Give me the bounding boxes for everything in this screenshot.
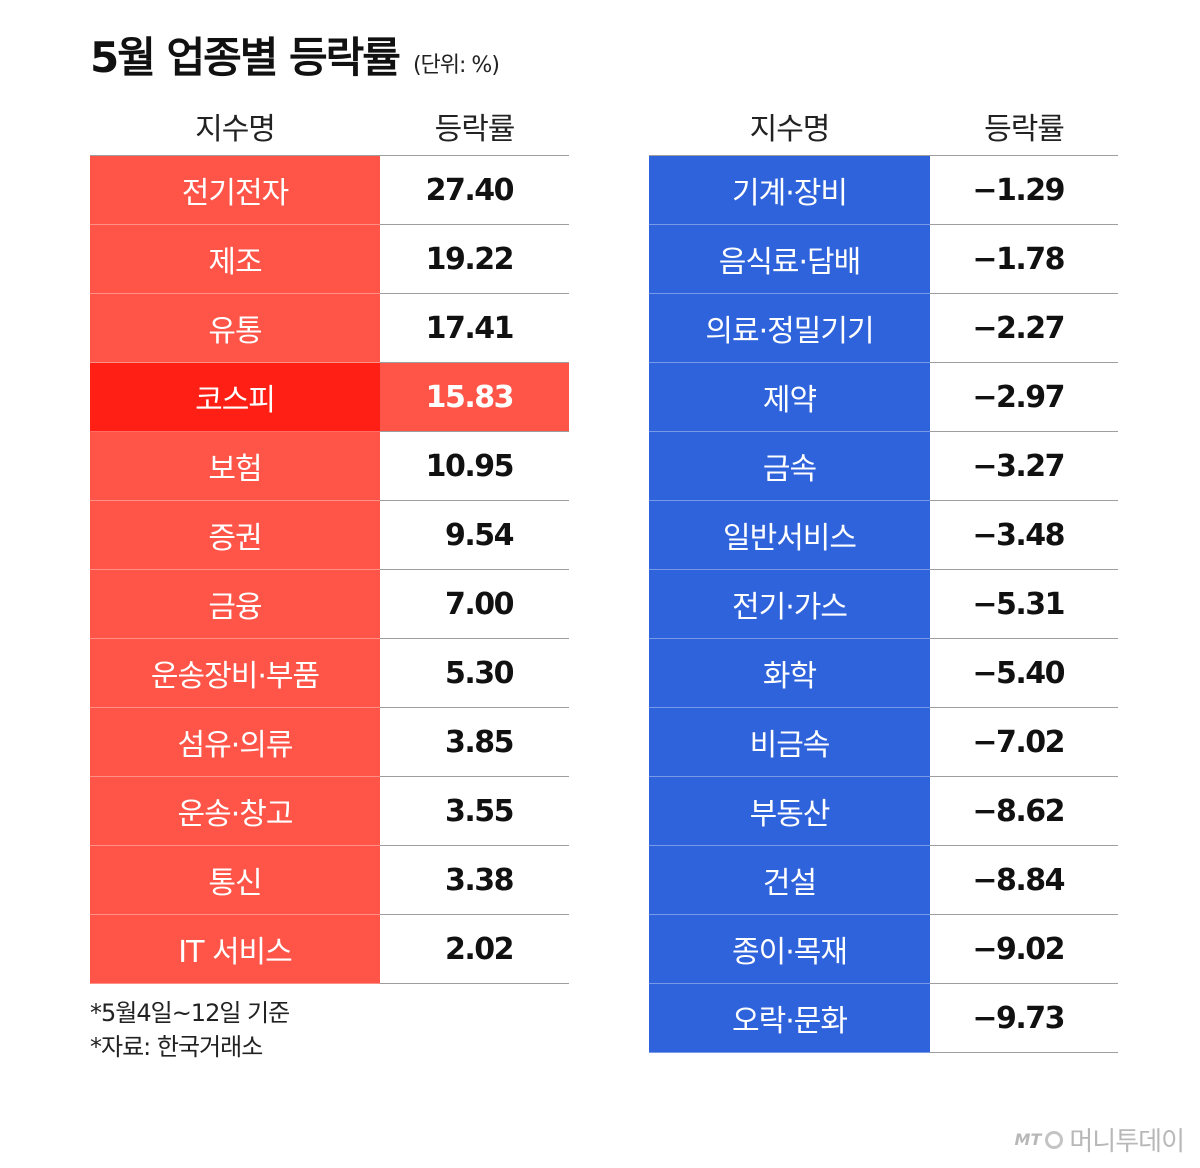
loser-sector-name: 일반서비스 — [649, 501, 930, 570]
loser-sector-name: 전기·가스 — [649, 570, 930, 639]
gainer-change-value: 17.41 — [425, 310, 515, 346]
loser-change-value: −8.62 — [972, 793, 1065, 829]
gainers-table: 지수명 등락률 전기전자 27.40 제조 19.22 유통 17.41 코스피 15.83 보… — [90, 96, 569, 984]
loser-sector-name: 화학 — [649, 639, 930, 708]
gainer-sector-name: 유통 — [90, 294, 380, 363]
loser-table-row: 전기·가스 −5.31 — [649, 570, 1118, 639]
losers-table: 지수명 등락률 기계·장비 −1.29 음식료·담배 −1.78 의료·정밀기기 −2.2… — [649, 96, 1118, 1053]
gainer-table-row: 섬유·의류 3.85 — [90, 708, 569, 777]
loser-table-row: 종이·목재 −9.02 — [649, 915, 1118, 984]
loser-change-value: −5.40 — [972, 655, 1065, 691]
loser-change-value: −1.29 — [972, 172, 1065, 208]
gainer-table-row: 운송장비·부품 5.30 — [90, 639, 569, 708]
loser-sector-name: 제약 — [649, 363, 930, 432]
table-header: 지수명 등락률 — [649, 96, 1118, 156]
loser-sector-name: 금속 — [649, 432, 930, 501]
loser-sector-name: 종이·목재 — [649, 915, 930, 984]
loser-table-row: 기계·장비 −1.29 — [649, 156, 1118, 225]
gainer-sector-name: 통신 — [90, 846, 380, 915]
gainer-change-value: 10.95 — [425, 448, 515, 484]
loser-change-value: −3.27 — [972, 448, 1065, 484]
losers-rows: 기계·장비 −1.29 음식료·담배 −1.78 의료·정밀기기 −2.27 제약 −2.97… — [649, 156, 1118, 1053]
column-header-name: 지수명 — [195, 111, 276, 147]
gainer-sector-name: 증권 — [90, 501, 380, 570]
column-header-name: 지수명 — [749, 111, 831, 147]
loser-table-row: 오락·문화 −9.73 — [649, 984, 1118, 1053]
loser-table-row: 건설 −8.84 — [649, 846, 1118, 915]
loser-sector-name: 비금속 — [649, 708, 930, 777]
gainer-sector-name: 전기전자 — [90, 156, 380, 225]
loser-change-value: −9.73 — [972, 1000, 1065, 1036]
gainer-change-value: 5.30 — [444, 655, 515, 691]
gainer-change-value: 3.38 — [444, 862, 515, 898]
gainer-change-value: 3.85 — [444, 724, 515, 760]
gainer-sector-name: 제조 — [90, 225, 380, 294]
footnote-source: *자료: 한국거래소 — [90, 1033, 263, 1061]
gainer-table-row: 통신 3.38 — [90, 846, 569, 915]
gainer-change-value: 2.02 — [444, 931, 515, 967]
loser-change-value: −7.02 — [972, 724, 1065, 760]
chart-title-group: 5월 업종별 등락률 (단위: %) — [90, 24, 500, 85]
gainer-table-row: 제조 19.22 — [90, 225, 569, 294]
gainer-table-row: 증권 9.54 — [90, 501, 569, 570]
gainer-table-row: IT 서비스 2.02 — [90, 915, 569, 984]
loser-change-value: −8.84 — [972, 862, 1065, 898]
gainer-table-row: 금융 7.00 — [90, 570, 569, 639]
gainer-sector-name: IT 서비스 — [90, 915, 380, 984]
brand-mt-text: MT — [1014, 1130, 1042, 1149]
brand-name: 머니투데이 — [1069, 1127, 1185, 1157]
loser-table-row: 일반서비스 −3.48 — [649, 501, 1118, 570]
unit-label: (단위: %) — [412, 53, 500, 78]
loser-table-row: 화학 −5.40 — [649, 639, 1118, 708]
gainer-change-value: 27.40 — [425, 172, 515, 208]
loser-change-value: −2.27 — [972, 310, 1065, 346]
loser-table-row: 제약 −2.97 — [649, 363, 1118, 432]
loser-sector-name: 부동산 — [649, 777, 930, 846]
gainer-sector-name: 보험 — [90, 432, 380, 501]
gainer-sector-name: 금융 — [90, 570, 380, 639]
loser-table-row: 부동산 −8.62 — [649, 777, 1118, 846]
brand-logo: MT 머니투데이 — [1014, 1121, 1185, 1158]
loser-table-row: 의료·정밀기기 −2.27 — [649, 294, 1118, 363]
gainer-change-value: 9.54 — [444, 517, 515, 553]
gainer-change-value: 19.22 — [425, 241, 515, 277]
column-header-change: 등락률 — [434, 111, 516, 147]
loser-change-value: −1.78 — [972, 241, 1065, 277]
loser-change-value: −5.31 — [972, 586, 1065, 622]
loser-sector-name: 기계·장비 — [649, 156, 930, 225]
loser-table-row: 금속 −3.27 — [649, 432, 1118, 501]
gainer-change-value: 3.55 — [444, 793, 515, 829]
column-header-change: 등락률 — [984, 111, 1065, 147]
gainer-change-value: 15.83 — [380, 363, 569, 431]
gainer-sector-name: 섬유·의류 — [90, 708, 380, 777]
gainer-table-row: 전기전자 27.40 — [90, 156, 569, 225]
loser-sector-name: 음식료·담배 — [649, 225, 930, 294]
gainer-sector-name: 운송·창고 — [90, 777, 380, 846]
gainer-table-row: 유통 17.41 — [90, 294, 569, 363]
gainer-table-row: 코스피 15.83 — [90, 363, 569, 432]
footnote-period: *5월4일~12일 기준 — [90, 999, 290, 1027]
gainer-sector-name: 운송장비·부품 — [90, 639, 380, 708]
loser-change-value: −3.48 — [972, 517, 1065, 553]
gainers-rows: 전기전자 27.40 제조 19.22 유통 17.41 코스피 15.83 보험 10.95 증권… — [90, 156, 569, 984]
brand-circle-icon — [1045, 1130, 1064, 1149]
footnotes: *5월4일~12일 기준 *자료: 한국거래소 — [90, 996, 290, 1064]
loser-sector-name: 오락·문화 — [649, 984, 930, 1053]
gainer-table-row: 보험 10.95 — [90, 432, 569, 501]
loser-sector-name: 의료·정밀기기 — [649, 294, 930, 363]
gainer-change-value: 7.00 — [444, 586, 515, 622]
loser-sector-name: 건설 — [649, 846, 930, 915]
gainer-sector-name: 코스피 — [90, 363, 380, 432]
table-header: 지수명 등락률 — [90, 96, 569, 156]
loser-table-row: 비금속 −7.02 — [649, 708, 1118, 777]
gainer-table-row: 운송·창고 3.55 — [90, 777, 569, 846]
loser-change-value: −2.97 — [972, 379, 1065, 415]
loser-table-row: 음식료·담배 −1.78 — [649, 225, 1118, 294]
loser-change-value: −9.02 — [972, 931, 1065, 967]
chart-title: 5월 업종별 등락률 — [90, 33, 401, 82]
